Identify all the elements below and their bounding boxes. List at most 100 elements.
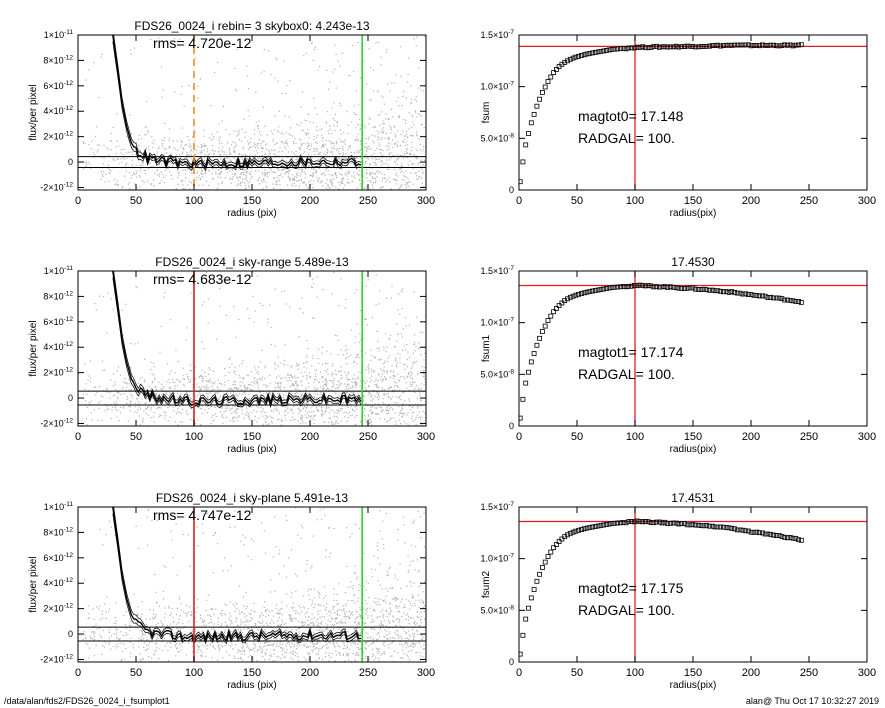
scatter-point [139, 408, 142, 410]
scatter-point [147, 406, 149, 408]
scatter-point [242, 158, 244, 161]
growth-curve-point [790, 43, 796, 49]
scatter-point [401, 163, 403, 165]
scatter-point [327, 130, 329, 132]
scatter-point [136, 398, 138, 400]
scatter-point [158, 406, 160, 408]
scatter-point [318, 158, 320, 160]
scatter-point [333, 102, 335, 104]
scatter-point [235, 395, 237, 397]
magtot-annotation: magtot1= 17.174 [578, 344, 684, 360]
scatter-point [339, 152, 341, 154]
scatter-point [322, 413, 324, 416]
scatter-point [187, 136, 189, 138]
scatter-point [216, 386, 219, 388]
scatter-point [276, 408, 278, 410]
scatter-point [237, 408, 239, 410]
growth-curve-point [668, 284, 673, 290]
growth-curve-point [776, 295, 782, 301]
scatter-point [337, 354, 339, 356]
scatter-point [229, 151, 231, 153]
scatter-point [350, 151, 353, 153]
scatter-point [283, 168, 285, 170]
scatter-point [419, 389, 421, 391]
scatter-point [388, 118, 390, 120]
scatter-point [114, 407, 116, 409]
scatter-point [377, 601, 379, 603]
scatter-point [329, 380, 331, 382]
scatter-point [166, 152, 168, 154]
scatter-point [359, 584, 361, 587]
scatter-point [319, 617, 321, 619]
scatter-point [416, 175, 418, 177]
scatter-point [266, 608, 268, 610]
scatter-point [268, 423, 270, 425]
scatter-point [405, 423, 408, 425]
growth-curve-point [734, 290, 740, 296]
scatter-point [345, 345, 347, 347]
scatter-point [176, 379, 178, 381]
scatter-point [213, 388, 215, 390]
scatter-point [238, 416, 240, 418]
scatter-point [364, 643, 366, 645]
scatter-point [285, 419, 287, 421]
scatter-point [224, 398, 226, 400]
scatter-point [324, 656, 326, 658]
scatter-point [237, 179, 239, 181]
scatter-point [394, 597, 396, 600]
scatter-point [306, 361, 308, 363]
scatter-point [325, 165, 327, 167]
scatter-point [110, 149, 112, 151]
scatter-point [317, 148, 319, 150]
scatter-point [134, 343, 136, 345]
scatter-point [239, 182, 242, 184]
scatter-point [317, 180, 319, 182]
growth-curve-point [615, 46, 620, 52]
scatter-point [403, 216, 404, 217]
scatter-point [367, 414, 370, 416]
scatter-point [394, 632, 396, 634]
scatter-point [395, 430, 396, 431]
scatter-point [333, 645, 335, 647]
scatter-point [332, 382, 334, 384]
scatter-point [325, 158, 327, 160]
scatter-point [283, 359, 285, 361]
scatter-point [411, 163, 413, 166]
scatter-point [286, 195, 287, 196]
scatter-point [383, 664, 384, 665]
scatter-point [182, 184, 184, 186]
scatter-point [247, 143, 249, 145]
scatter-point [380, 64, 382, 66]
scatter-point [243, 174, 245, 176]
scatter-point [336, 427, 337, 428]
scatter-point [393, 453, 394, 454]
scatter-point [270, 421, 273, 423]
scatter-point [170, 393, 172, 395]
scatter-point [254, 419, 256, 421]
scatter-point [266, 394, 268, 396]
scatter-point [190, 408, 192, 410]
scatter-point [285, 132, 287, 134]
scatter-point [86, 406, 88, 409]
scatter-point [337, 397, 339, 399]
scatter-point [335, 53, 337, 55]
scatter-point [247, 383, 250, 386]
scatter-point [154, 172, 156, 174]
scatter-point [306, 147, 308, 149]
scatter-point [384, 137, 386, 139]
scatter-point [322, 185, 324, 187]
scatter-point [235, 393, 237, 395]
scatter-point [156, 174, 158, 176]
scatter-point [241, 128, 243, 130]
scatter-point [351, 45, 353, 47]
scatter-point [347, 371, 349, 373]
scatter-point [305, 389, 307, 392]
scatter-point [160, 415, 162, 417]
scatter-point [186, 373, 188, 375]
scatter-point [187, 168, 189, 170]
scatter-point [189, 188, 191, 190]
scatter-point [207, 322, 209, 324]
scatter-point [108, 154, 110, 156]
scatter-point [112, 308, 114, 310]
scatter-point [382, 177, 384, 179]
